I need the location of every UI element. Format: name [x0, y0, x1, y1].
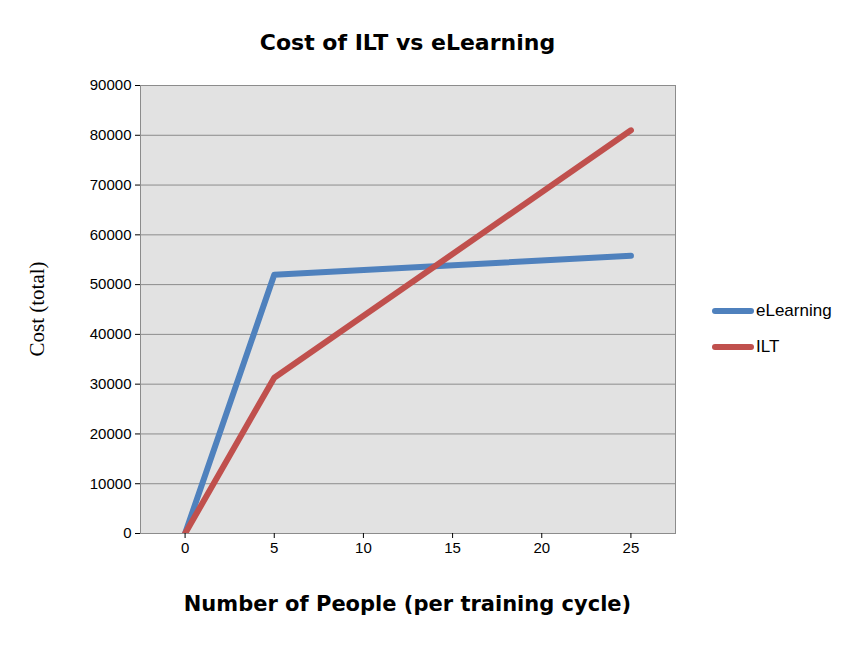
svg-text:10: 10: [355, 539, 372, 556]
html-text:Number of People (per training: Number of People (per training cycle): [183, 592, 632, 616]
svg-text:60000: 60000: [90, 226, 132, 243]
html-text:Cost of ILT vs eLearning: Cost of ILT vs eLearning: [259, 30, 556, 55]
svg-text:0: 0: [181, 539, 189, 556]
svg-text:5: 5: [270, 539, 278, 556]
svg-text:10000: 10000: [90, 475, 132, 492]
svg-text:15: 15: [444, 539, 461, 556]
svg-text:50000: 50000: [90, 275, 132, 292]
svg-text:25: 25: [623, 539, 640, 556]
svg-text:20: 20: [533, 539, 550, 556]
svg-text:20000: 20000: [90, 425, 132, 442]
svg-text:80000: 80000: [90, 126, 132, 143]
svg-text:30000: 30000: [90, 375, 132, 392]
html-text:ILT: ILT: [756, 337, 780, 356]
svg-text:40000: 40000: [90, 325, 132, 342]
svg-text:70000: 70000: [90, 176, 132, 193]
html-text:Cost (total): Cost (total): [24, 261, 49, 357]
svg-text:90000: 90000: [90, 76, 132, 93]
html-text:eLearning: eLearning: [756, 301, 832, 320]
svg-text:0: 0: [123, 524, 131, 541]
